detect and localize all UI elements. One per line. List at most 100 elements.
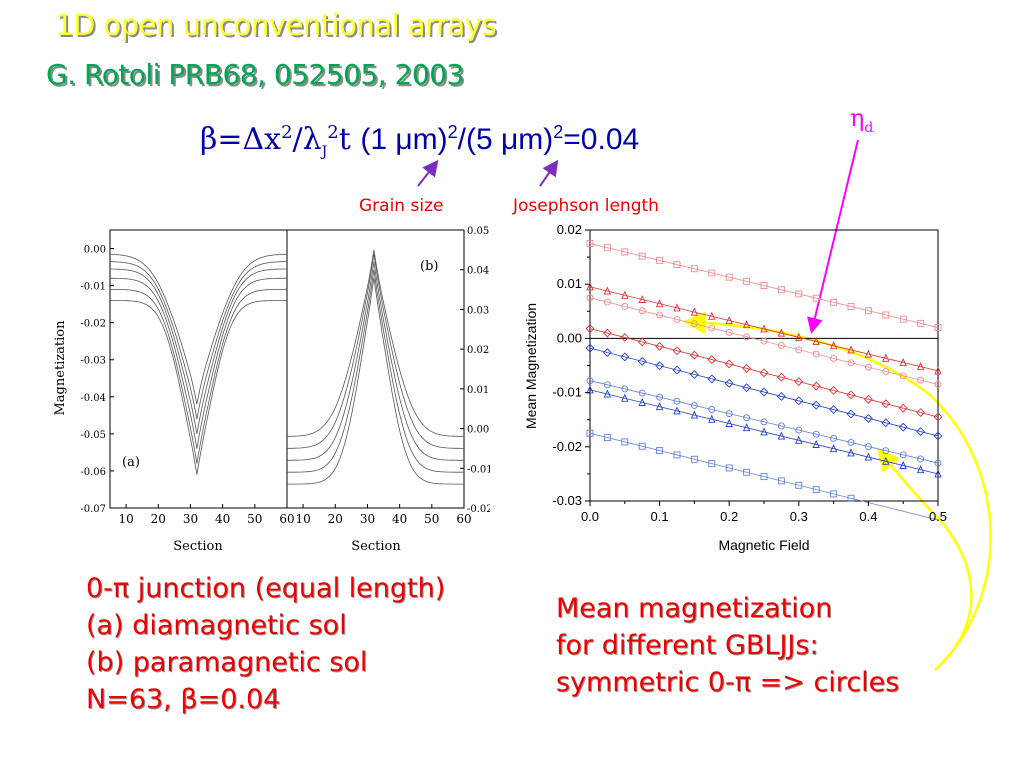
series-3-point-9 bbox=[742, 363, 752, 373]
series-4-point-15 bbox=[846, 409, 856, 419]
series-3-point-13 bbox=[811, 381, 821, 391]
series-1-point-4 bbox=[655, 299, 664, 308]
series-4-point-0 bbox=[585, 343, 595, 353]
series-7-point-1 bbox=[603, 434, 611, 442]
series-4-point-16 bbox=[863, 413, 873, 423]
series-7-point-15 bbox=[847, 494, 855, 502]
series-2-point-19 bbox=[917, 376, 925, 384]
series-1-point-13 bbox=[812, 336, 820, 345]
series-5-point-5 bbox=[673, 397, 681, 405]
series-1-point-8 bbox=[725, 315, 733, 324]
series-7-point-5 bbox=[673, 451, 681, 459]
eta-arrow bbox=[807, 139, 859, 334]
series-5-point-6 bbox=[690, 401, 698, 409]
series-0-point-8 bbox=[725, 273, 733, 281]
series-2-point-6 bbox=[690, 320, 698, 328]
series-7-point-13 bbox=[812, 486, 820, 494]
panel-b-curve-2 bbox=[287, 261, 464, 461]
series-7-point-9 bbox=[743, 468, 751, 476]
series-5-point-0 bbox=[586, 377, 594, 385]
panel-a-xlabel: Section bbox=[173, 539, 223, 554]
formula-sq-1: 2 bbox=[281, 122, 293, 143]
panel-b-xlabel: Section bbox=[351, 539, 401, 554]
series-6-point-3 bbox=[638, 397, 646, 406]
series-7-point-10 bbox=[760, 473, 768, 481]
series-1-point-9 bbox=[742, 320, 751, 329]
series-2-point-12 bbox=[795, 346, 803, 354]
series-6-point-6 bbox=[690, 410, 699, 419]
beta-formula: β=Δx2/λJ2t (1 μm)2/(5 μm)2=0.04 bbox=[200, 122, 639, 160]
panel-b-ytick-label-0: 0.05 bbox=[467, 226, 489, 237]
series-0-point-4 bbox=[656, 256, 664, 264]
right-xtick-label-2: 0.2 bbox=[720, 509, 738, 524]
series-line-5 bbox=[589, 380, 939, 464]
series-2-point-11 bbox=[777, 341, 785, 349]
series-1-point-6 bbox=[690, 307, 699, 316]
panel-axes: 10 20 30 40 50 60 0.00 -0.01 -0.02 -0.03 -0.04 -0.0… bbox=[80, 226, 490, 526]
series-5-point-10 bbox=[760, 418, 768, 426]
panel-b-ytick-label-2: 0.03 bbox=[467, 305, 489, 316]
series-2-point-15 bbox=[847, 359, 855, 367]
series-0-point-7 bbox=[708, 269, 716, 277]
series-0-point-16 bbox=[864, 307, 872, 315]
series-6-point-2 bbox=[621, 393, 629, 402]
series-2-point-8 bbox=[725, 328, 733, 336]
series-2-point-16 bbox=[864, 363, 872, 371]
right-ytick-label-2: 0.00 bbox=[557, 330, 582, 345]
series-3-point-16 bbox=[863, 394, 873, 404]
series-3-point-15 bbox=[846, 390, 856, 400]
formula-sq-2: 2 bbox=[327, 122, 339, 143]
panel-a-ytick-label-7: -0.07 bbox=[80, 504, 106, 515]
series-3-point-19 bbox=[916, 408, 926, 418]
panel-a-curve-4 bbox=[110, 288, 287, 464]
panel-b-ytick-label-1: 0.04 bbox=[467, 266, 489, 277]
panel-b-xtick-label-2: 30 bbox=[360, 512, 375, 526]
series-4-point-19 bbox=[916, 427, 926, 437]
series-1-point-19 bbox=[916, 362, 925, 371]
panel-a-xtick-label-4: 50 bbox=[247, 512, 262, 526]
series-5-point-19 bbox=[917, 455, 925, 463]
right-xtick-label-1: 0.1 bbox=[651, 509, 669, 524]
series-5-point-3 bbox=[638, 389, 646, 397]
series-0-point-12 bbox=[795, 290, 803, 298]
series-0-point-20 bbox=[934, 324, 942, 332]
series-7-point-7 bbox=[708, 460, 716, 468]
series-0-point-11 bbox=[777, 286, 785, 294]
series-1-point-18 bbox=[899, 357, 907, 366]
series-0-point-2 bbox=[621, 248, 629, 256]
series-2-point-13 bbox=[812, 350, 820, 358]
series-0-point-14 bbox=[830, 298, 838, 306]
series-4-point-9 bbox=[742, 383, 752, 393]
series-2-point-4 bbox=[656, 311, 664, 319]
series-7-point-2 bbox=[621, 438, 629, 446]
series-4-point-12 bbox=[794, 396, 804, 406]
eta-sub: d bbox=[864, 119, 874, 136]
formula-slash: / bbox=[292, 122, 303, 157]
panel-b-ytick-label-7: -0.02 bbox=[467, 504, 490, 515]
yellow-arrow-lower bbox=[876, 448, 973, 671]
series-5-point-2 bbox=[621, 385, 629, 393]
series-line-6 bbox=[589, 389, 939, 475]
panel-a-curve-1 bbox=[110, 261, 287, 420]
series-0-point-19 bbox=[917, 319, 925, 327]
series-7-point-0 bbox=[586, 429, 594, 437]
right-ytick-label-3: -0.01 bbox=[552, 385, 582, 400]
series-4-point-18 bbox=[898, 422, 908, 432]
panel-a-label: (a) bbox=[122, 455, 140, 470]
right-ytick-label-0: 0.02 bbox=[557, 222, 582, 237]
right-xtick-label-0: 0.0 bbox=[581, 509, 599, 524]
series-6-point-19 bbox=[916, 465, 925, 474]
series-4-point-4 bbox=[655, 361, 665, 371]
series-line-3 bbox=[589, 328, 939, 418]
series-4-point-7 bbox=[707, 374, 717, 384]
series-4-point-13 bbox=[811, 400, 821, 410]
series-2-point-1 bbox=[603, 298, 611, 306]
series-1-point-15 bbox=[847, 345, 855, 354]
series-6-point-18 bbox=[899, 460, 907, 469]
series-3-point-12 bbox=[794, 377, 804, 387]
caption-left-line-3: (b) paramagnetic sol bbox=[86, 647, 368, 678]
panel-a-xtick-label-1: 20 bbox=[151, 512, 166, 526]
series-7-point-4 bbox=[656, 447, 664, 455]
series-6-point-12 bbox=[795, 435, 803, 444]
panel-a-xtick-label-2: 30 bbox=[183, 512, 198, 526]
